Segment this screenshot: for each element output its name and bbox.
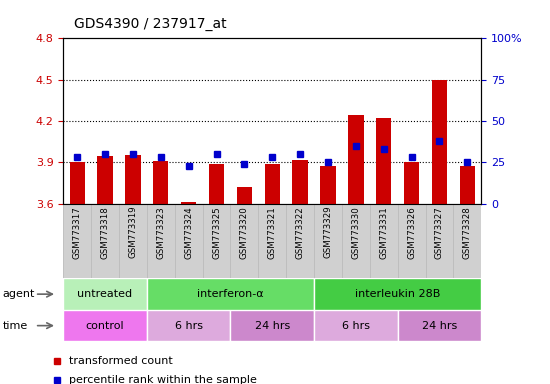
Text: GSM773331: GSM773331 (379, 206, 388, 258)
Text: GDS4390 / 237917_at: GDS4390 / 237917_at (74, 17, 227, 31)
Text: untreated: untreated (78, 289, 133, 299)
Bar (69, 162, 85, 204)
Bar (348, 116, 364, 204)
Text: GSM773321: GSM773321 (268, 206, 277, 258)
Text: 6 hrs: 6 hrs (175, 321, 202, 331)
Text: GSM773326: GSM773326 (407, 206, 416, 258)
Bar (398, 310, 481, 341)
Bar (230, 204, 258, 278)
Bar (314, 310, 398, 341)
Text: GSM773327: GSM773327 (435, 206, 444, 258)
Bar (63, 204, 91, 278)
Bar (258, 204, 286, 278)
Text: 24 hrs: 24 hrs (422, 321, 457, 331)
Text: GSM773322: GSM773322 (295, 206, 305, 258)
Text: GSM773323: GSM773323 (156, 206, 166, 258)
Text: GSM773330: GSM773330 (351, 206, 360, 258)
Bar (63, 310, 147, 341)
Bar (314, 204, 342, 278)
Bar (236, 187, 252, 204)
Bar (202, 204, 230, 278)
Bar (230, 310, 314, 341)
Bar (147, 278, 314, 310)
Text: interferon-α: interferon-α (197, 289, 264, 299)
Bar (97, 156, 113, 204)
Text: interleukin 28B: interleukin 28B (355, 289, 441, 299)
Bar (432, 80, 447, 204)
Text: transformed count: transformed count (69, 356, 173, 366)
Bar (293, 160, 308, 204)
Bar (181, 202, 196, 204)
Bar (426, 204, 453, 278)
Text: GSM773320: GSM773320 (240, 206, 249, 258)
Text: GSM773325: GSM773325 (212, 206, 221, 258)
Text: GSM773319: GSM773319 (128, 206, 138, 258)
Text: percentile rank within the sample: percentile rank within the sample (69, 375, 257, 384)
Text: GSM773317: GSM773317 (73, 206, 82, 258)
Text: GSM773329: GSM773329 (323, 206, 333, 258)
Bar (342, 204, 370, 278)
Text: agent: agent (3, 289, 35, 299)
Text: 24 hrs: 24 hrs (255, 321, 290, 331)
Bar (119, 204, 147, 278)
Bar (286, 204, 314, 278)
Bar (320, 166, 336, 204)
Bar (63, 278, 147, 310)
Bar (376, 118, 392, 204)
Bar (175, 204, 202, 278)
Bar (453, 204, 481, 278)
Bar (125, 156, 141, 204)
Text: control: control (86, 321, 124, 331)
Bar (147, 310, 230, 341)
Bar (209, 164, 224, 204)
Bar (370, 204, 398, 278)
Bar (153, 161, 168, 204)
Text: GSM773318: GSM773318 (101, 206, 109, 258)
Bar (314, 278, 481, 310)
Bar (404, 162, 419, 204)
Bar (398, 204, 426, 278)
Text: GSM773328: GSM773328 (463, 206, 472, 258)
Text: time: time (3, 321, 28, 331)
Bar (460, 166, 475, 204)
Bar (91, 204, 119, 278)
Bar (147, 204, 175, 278)
Text: GSM773324: GSM773324 (184, 206, 193, 258)
Bar (265, 164, 280, 204)
Bar (63, 204, 481, 278)
Text: 6 hrs: 6 hrs (342, 321, 370, 331)
